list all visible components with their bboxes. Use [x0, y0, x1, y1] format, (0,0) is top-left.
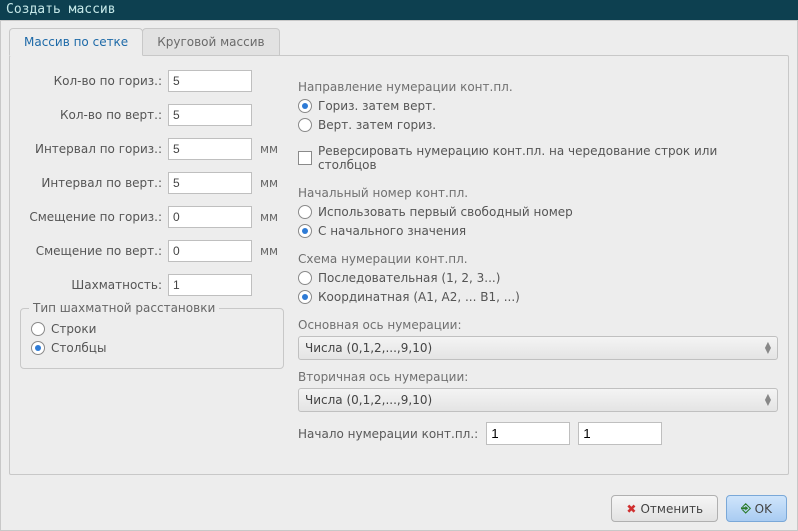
voffset-input[interactable]	[168, 240, 252, 262]
cancel-icon: ✖	[626, 502, 636, 516]
radio-icon	[298, 271, 312, 285]
tab-row: Массив по сетке Круговой массив	[1, 21, 797, 55]
checkbox-icon	[298, 151, 312, 165]
numbering-start-row: Начало нумерации конт.пл.:	[298, 422, 778, 445]
ok-button[interactable]: ⎆ OK	[726, 495, 787, 522]
unit-mm: мм	[260, 244, 278, 258]
right-column: Направление нумерации конт.пл. Гориз. за…	[284, 70, 778, 462]
reverse-checkbox-row[interactable]: Реверсировать нумерацию конт.пл. на чере…	[298, 144, 778, 172]
vinterval-label: Интервал по верт.:	[20, 176, 168, 190]
scheme-coord-label: Координатная (A1, A2, ... B1, ...)	[318, 290, 520, 304]
reverse-label: Реверсировать нумерацию конт.пл. на чере…	[318, 144, 778, 172]
window-titlebar: Создать массив	[0, 0, 798, 20]
axis2-label: Вторичная ось нумерации:	[298, 370, 778, 384]
stagger-legend: Тип шахматной расстановки	[29, 301, 219, 315]
cancel-button[interactable]: ✖ Отменить	[611, 495, 718, 522]
left-column: Кол-во по гориз.: Кол-во по верт.: Интер…	[20, 70, 284, 462]
stagger-group: Тип шахматной расстановки Строки Столбцы	[20, 308, 284, 369]
vcount-label: Кол-во по верт.:	[20, 108, 168, 122]
hoffset-input[interactable]	[168, 206, 252, 228]
hcount-input[interactable]	[168, 70, 252, 92]
ok-label: OK	[755, 502, 772, 516]
chess-input[interactable]	[168, 274, 252, 296]
scheme-group-title: Схема нумерации конт.пл.	[298, 252, 778, 266]
cancel-label: Отменить	[640, 502, 703, 516]
dir-vh-option[interactable]: Верт. затем гориз.	[298, 118, 778, 132]
spinner-icon: ▲▼	[765, 394, 771, 406]
stagger-rows-label: Строки	[51, 322, 96, 336]
tab-circular-array[interactable]: Круговой массив	[142, 28, 279, 56]
startnum-group-title: Начальный номер конт.пл.	[298, 186, 778, 200]
hcount-label: Кол-во по гориз.:	[20, 74, 168, 88]
unit-mm: мм	[260, 142, 278, 156]
radio-icon	[298, 290, 312, 304]
button-bar: ✖ Отменить ⎆ OK	[611, 495, 787, 522]
stagger-rows-option[interactable]: Строки	[31, 322, 273, 336]
direction-group-title: Направление нумерации конт.пл.	[298, 80, 778, 94]
start-value-label: С начального значения	[318, 224, 466, 238]
hinterval-input[interactable]	[168, 138, 252, 160]
unit-mm: мм	[260, 210, 278, 224]
dir-vh-label: Верт. затем гориз.	[318, 118, 436, 132]
dir-hv-label: Гориз. затем верт.	[318, 99, 436, 113]
radio-icon	[298, 118, 312, 132]
vcount-input[interactable]	[168, 104, 252, 126]
tab-grid-array[interactable]: Массив по сетке	[9, 28, 143, 56]
radio-icon	[298, 224, 312, 238]
scheme-coord-option[interactable]: Координатная (A1, A2, ... B1, ...)	[298, 290, 778, 304]
start-value-option[interactable]: С начального значения	[298, 224, 778, 238]
numstart2-input[interactable]	[578, 422, 662, 445]
vinterval-input[interactable]	[168, 172, 252, 194]
radio-icon	[31, 341, 45, 355]
hinterval-label: Интервал по гориз.:	[20, 142, 168, 156]
start-free-label: Использовать первый свободный номер	[318, 205, 573, 219]
numstart1-input[interactable]	[486, 422, 570, 445]
axis1-label: Основная ось нумерации:	[298, 318, 778, 332]
stagger-cols-label: Столбцы	[51, 341, 106, 355]
start-free-option[interactable]: Использовать первый свободный номер	[298, 205, 778, 219]
numstart-label: Начало нумерации конт.пл.:	[298, 427, 478, 441]
axis1-value: Числа (0,1,2,...,9,10)	[305, 341, 432, 355]
axis2-value: Числа (0,1,2,...,9,10)	[305, 393, 432, 407]
stagger-cols-option[interactable]: Столбцы	[31, 341, 273, 355]
scheme-seq-label: Последовательная (1, 2, 3...)	[318, 271, 500, 285]
radio-icon	[298, 99, 312, 113]
chess-label: Шахматность:	[20, 278, 168, 292]
radio-icon	[31, 322, 45, 336]
radio-icon	[298, 205, 312, 219]
ok-icon: ⎆	[741, 501, 751, 516]
dir-hv-option[interactable]: Гориз. затем верт.	[298, 99, 778, 113]
voffset-label: Смещение по верт.:	[20, 244, 168, 258]
spinner-icon: ▲▼	[765, 342, 771, 354]
scheme-seq-option[interactable]: Последовательная (1, 2, 3...)	[298, 271, 778, 285]
dialog-window: Массив по сетке Круговой массив Кол-во п…	[0, 20, 798, 531]
unit-mm: мм	[260, 176, 278, 190]
axis2-dropdown[interactable]: Числа (0,1,2,...,9,10) ▲▼	[298, 388, 778, 412]
hoffset-label: Смещение по гориз.:	[20, 210, 168, 224]
tab-panel: Кол-во по гориз.: Кол-во по верт.: Интер…	[9, 55, 789, 475]
axis1-dropdown[interactable]: Числа (0,1,2,...,9,10) ▲▼	[298, 336, 778, 360]
